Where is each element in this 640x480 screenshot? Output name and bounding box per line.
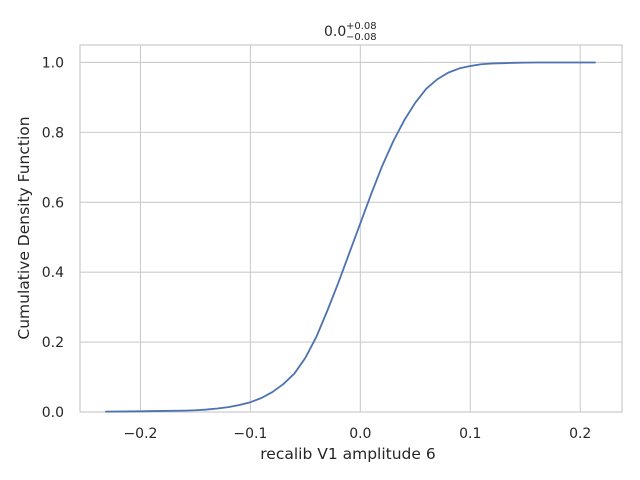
y-tick-label: 0.2 [42, 335, 64, 351]
y-tick-label: 0.6 [42, 195, 64, 211]
y-axis-label: Cumulative Density Function [15, 116, 33, 339]
chart-title: 0.0 [324, 24, 346, 40]
title-superscript: +0.08 [346, 21, 377, 32]
x-tick-label: −0.1 [233, 426, 267, 442]
y-tick-label: 0.8 [42, 125, 64, 141]
title-subscript: −0.08 [346, 32, 377, 43]
x-tick-labels: −0.2 −0.1 0.0 0.1 0.2 [123, 426, 591, 442]
x-tick-label: 0.2 [569, 426, 591, 442]
x-tick-label: −0.2 [123, 426, 157, 442]
y-tick-label: 0.0 [42, 405, 64, 421]
x-tick-label: 0.0 [349, 426, 371, 442]
y-tick-label: 1.0 [42, 55, 64, 71]
plot-area-frame [79, 44, 623, 413]
x-tick-label: 0.1 [459, 426, 481, 442]
series-line [105, 61, 596, 413]
y-tick-label: 0.4 [42, 265, 64, 281]
title-value: 0.0 [324, 24, 346, 40]
y-tick-labels: 0.0 0.2 0.4 0.6 0.8 1.0 [42, 55, 64, 421]
x-axis-label: recalib V1 amplitude 6 [260, 445, 435, 463]
